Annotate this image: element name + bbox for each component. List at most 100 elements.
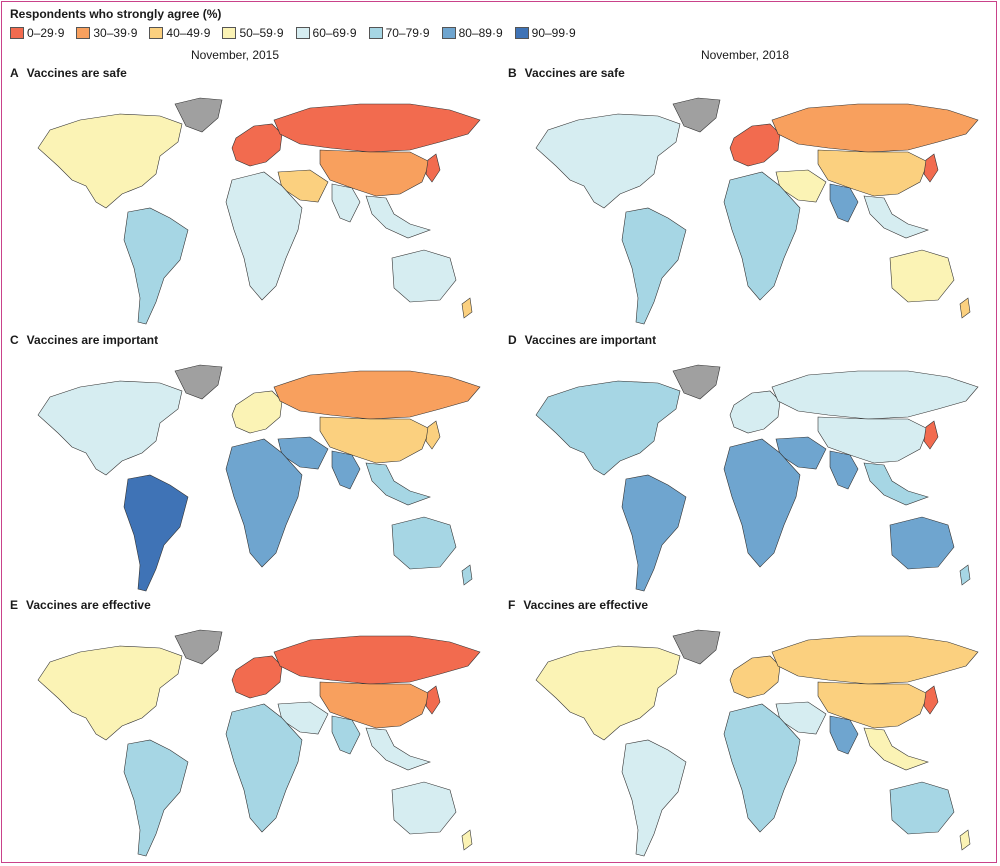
panel-title-text: Vaccines are important xyxy=(524,333,657,347)
region-asia xyxy=(319,681,431,729)
region-japan xyxy=(425,153,441,183)
region-sa xyxy=(621,207,687,325)
legend-label: 40–49·9 xyxy=(166,26,211,40)
legend-swatch xyxy=(149,27,164,39)
region-russia xyxy=(771,370,979,420)
region-greenland xyxy=(672,364,721,400)
region-nz xyxy=(959,829,971,851)
region-russia xyxy=(771,103,979,153)
region-sa xyxy=(621,474,687,592)
legend-label: 0–29·9 xyxy=(27,26,65,40)
region-africa xyxy=(723,703,801,833)
region-asia xyxy=(319,149,431,197)
region-africa xyxy=(225,438,303,568)
region-na xyxy=(37,645,183,741)
legend-item: 50–59·9 xyxy=(222,26,284,40)
region-aus xyxy=(391,781,457,835)
region-greenland xyxy=(672,629,721,665)
column-header-2018: November, 2018 xyxy=(700,48,790,62)
map-panel-f: F Vaccines are effective xyxy=(508,598,993,858)
region-aus xyxy=(391,249,457,303)
region-na xyxy=(37,380,183,476)
legend-item: 40–49·9 xyxy=(149,26,210,40)
legend-label: 80–89·9 xyxy=(458,26,503,40)
world-map xyxy=(535,364,979,592)
region-greenland xyxy=(174,629,223,665)
panel-title-text: Vaccines are effective xyxy=(26,598,151,612)
region-japan xyxy=(923,685,939,715)
legend-label: 30–39·9 xyxy=(93,26,138,40)
world-map xyxy=(535,629,979,857)
panel-title: E Vaccines are effective xyxy=(10,598,151,612)
region-eu xyxy=(729,655,781,699)
legend-swatch xyxy=(222,27,237,39)
region-sea xyxy=(365,727,431,771)
region-india xyxy=(829,450,859,490)
region-india xyxy=(829,715,859,755)
panel-title: B Vaccines are safe xyxy=(508,66,625,80)
region-eu xyxy=(231,655,283,699)
region-sea xyxy=(863,462,929,506)
legend: 0–29·9 30–39·9 40–49·9 50–59·9 60–69·9 70–79·… xyxy=(10,26,576,40)
region-greenland xyxy=(174,97,223,133)
column-header-2015: November, 2015 xyxy=(190,48,280,62)
panel-title: F Vaccines are effective xyxy=(508,598,648,612)
map-panel-c: C Vaccines are important xyxy=(10,333,495,593)
region-nz xyxy=(959,297,971,319)
region-na xyxy=(37,113,183,209)
legend-item: 70–79·9 xyxy=(368,26,430,40)
region-russia xyxy=(273,370,481,420)
panel-title-text: Vaccines are effective xyxy=(523,598,649,612)
legend-item: 30–39·9 xyxy=(76,26,137,40)
region-asia xyxy=(817,149,929,197)
region-greenland xyxy=(174,364,223,400)
panel-letter: E xyxy=(10,598,19,612)
region-sa xyxy=(621,739,687,857)
legend-label: 60–69·9 xyxy=(312,26,357,40)
legend-swatch xyxy=(368,27,383,39)
region-sea xyxy=(863,195,929,239)
legend-swatch xyxy=(295,27,310,39)
legend-item: 90–99·9 xyxy=(514,26,576,40)
region-eu xyxy=(231,390,283,434)
region-japan xyxy=(923,420,939,450)
world-map xyxy=(535,97,979,325)
region-sea xyxy=(365,462,431,506)
region-japan xyxy=(923,153,939,183)
legend-item: 60–69·9 xyxy=(295,26,357,40)
legend-item: 0–29·9 xyxy=(10,26,64,40)
region-japan xyxy=(425,420,441,450)
region-na xyxy=(535,113,681,209)
region-sa xyxy=(123,739,189,857)
legend-label: 50–59·9 xyxy=(239,26,284,40)
region-aus xyxy=(889,249,955,303)
panel-letter: A xyxy=(10,66,19,80)
legend-swatch xyxy=(441,27,456,39)
region-nz xyxy=(461,564,473,586)
panel-letter: D xyxy=(508,333,517,347)
panel-title: A Vaccines are safe xyxy=(10,66,127,80)
region-eu xyxy=(729,390,781,434)
region-na xyxy=(535,645,681,741)
panel-letter: F xyxy=(508,598,516,612)
region-greenland xyxy=(672,97,721,133)
world-map xyxy=(37,364,481,592)
legend-swatch xyxy=(10,27,24,39)
region-africa xyxy=(723,171,801,301)
region-sea xyxy=(863,727,929,771)
region-eu xyxy=(231,123,283,167)
region-sa xyxy=(123,474,189,592)
region-nz xyxy=(959,564,971,586)
region-russia xyxy=(273,635,481,685)
region-na xyxy=(535,380,681,476)
region-aus xyxy=(889,781,955,835)
region-eu xyxy=(729,123,781,167)
legend-swatch xyxy=(514,27,529,39)
region-asia xyxy=(817,416,929,464)
panel-title: D Vaccines are important xyxy=(508,333,656,347)
panel-title-text: Vaccines are safe xyxy=(26,66,127,80)
region-asia xyxy=(319,416,431,464)
legend-label: 90–99·9 xyxy=(531,26,576,40)
region-japan xyxy=(425,685,441,715)
